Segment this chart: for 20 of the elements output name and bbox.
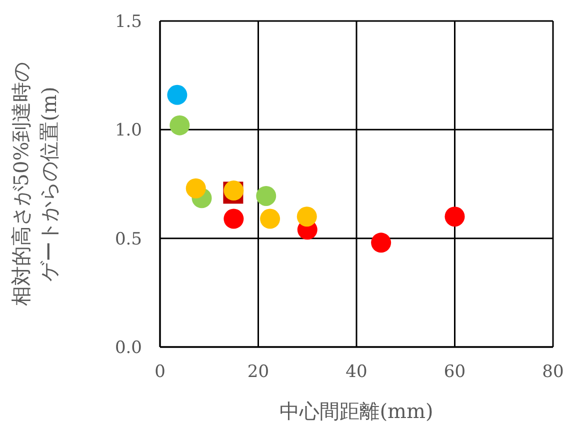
point xyxy=(260,208,280,229)
x-tick-label: 80 xyxy=(542,362,564,382)
y-tick-label: 0.5 xyxy=(114,229,142,250)
point xyxy=(170,115,190,136)
point xyxy=(296,206,317,227)
y-tick-label: 1.5 xyxy=(114,12,142,32)
point xyxy=(186,178,206,198)
x-tick-label: 20 xyxy=(247,362,270,382)
y-tick-label: 0.0 xyxy=(114,338,142,358)
point xyxy=(224,208,244,229)
x-tick-label: 60 xyxy=(444,362,466,382)
y-axis-title: 相対的高さが50%到達時のゲートからの位置(m) xyxy=(9,62,61,306)
x-axis-title: 中心間距離(mm) xyxy=(280,399,434,423)
x-tick-label: 40 xyxy=(346,362,368,382)
x-tick-label: 0 xyxy=(154,362,166,382)
y-tick-label: 1.0 xyxy=(114,120,142,141)
point xyxy=(256,186,276,206)
point xyxy=(444,206,465,227)
point xyxy=(371,232,392,253)
point xyxy=(167,84,188,105)
